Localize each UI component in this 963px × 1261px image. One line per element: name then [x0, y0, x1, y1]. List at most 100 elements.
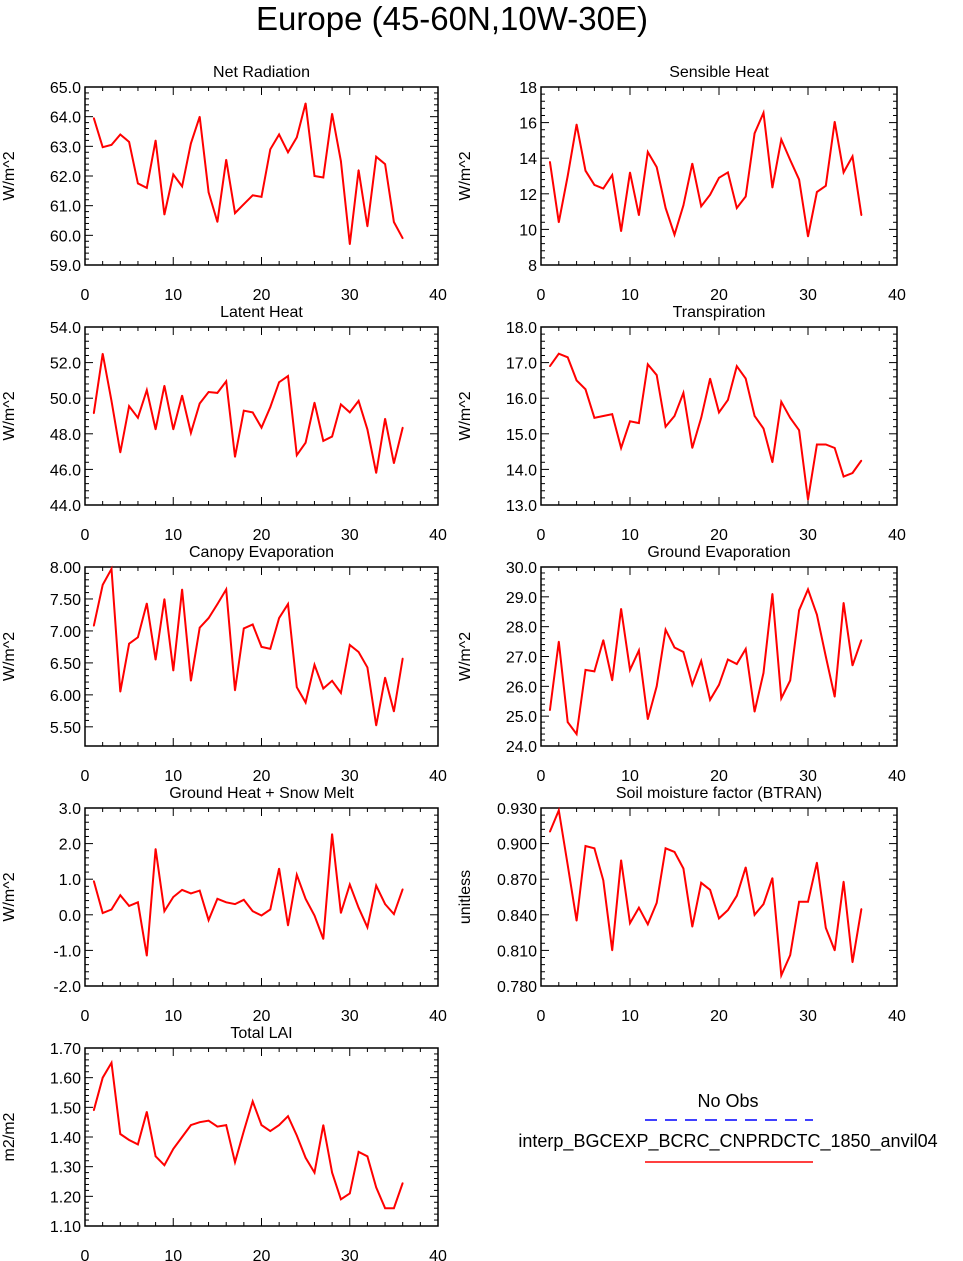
y-tick-label: 0.900: [497, 837, 537, 854]
y-tick-label: 64.0: [50, 110, 81, 127]
data-point: [137, 901, 139, 904]
x-tick-label: 30: [799, 768, 817, 785]
data-point: [780, 697, 783, 700]
x-tick-label: 20: [710, 287, 728, 304]
y-tick-label: 0.810: [497, 943, 537, 960]
panel-1: Net Radiation 59.0 60.0 61.0 62.0 63.0 64.0 65.…: [1, 64, 447, 304]
y-tick-label: 25.0: [506, 709, 537, 726]
data-point: [384, 903, 386, 905]
data-point: [593, 670, 596, 673]
data-point: [163, 598, 166, 600]
data-point: [575, 123, 578, 126]
data-point: [638, 906, 640, 909]
y-tick-label: 8: [528, 258, 537, 275]
y-tick-label: 54.0: [50, 320, 81, 337]
data-point: [744, 195, 747, 198]
data-point: [313, 175, 316, 177]
data-point: [269, 148, 272, 151]
legend: No Obs interp_BGCEXP_BCRC_CNPRDCTC_1850_…: [518, 1091, 938, 1163]
data-point: [682, 204, 685, 207]
y-tick-label: 18.0: [506, 320, 537, 337]
data-point: [816, 443, 818, 446]
data-point: [638, 422, 640, 424]
y-tick-label: 2.0: [59, 837, 81, 854]
y-axis-label: W/m^2: [1, 632, 18, 681]
panel-title: Net Radiation: [213, 64, 310, 81]
y-tick-label: 1.60: [50, 1071, 81, 1088]
y-tick-label: 3.0: [59, 801, 81, 818]
data-point: [718, 684, 720, 686]
data-point: [216, 603, 219, 605]
data-point: [198, 402, 201, 405]
data-point: [260, 646, 263, 648]
data-point: [93, 1109, 95, 1112]
legend-model-label: interp_BGCEXP_BCRC_CNPRDCTC_1850_anvil04: [518, 1131, 937, 1152]
data-point: [709, 699, 711, 701]
data-point: [349, 644, 351, 646]
data-point: [393, 913, 395, 915]
data-point: [190, 1124, 192, 1126]
data-point: [816, 861, 818, 864]
x-tick-label: 30: [341, 527, 359, 544]
data-point: [93, 625, 95, 627]
data-point: [393, 710, 395, 713]
data-point: [709, 889, 711, 891]
x-tick-label: 20: [710, 768, 728, 785]
panel-title: Sensible Heat: [669, 64, 769, 81]
x-tick-label: 40: [429, 287, 447, 304]
data-point: [119, 690, 122, 693]
panels: Net Radiation 59.0 60.0 61.0 62.0 63.0 64.0 65.…: [1, 64, 906, 1261]
panel-title: Soil moisture factor (BTRAN): [616, 785, 822, 802]
data-point: [700, 882, 702, 884]
data-point: [584, 388, 587, 391]
data-point: [198, 889, 201, 892]
series-line: [548, 109, 863, 238]
y-tick-label: 15.0: [506, 427, 537, 444]
y-tick-label: 0.930: [497, 801, 537, 818]
data-point: [549, 365, 551, 368]
data-point: [198, 626, 201, 629]
data-point: [331, 1171, 333, 1174]
data-point: [584, 669, 587, 671]
plot-frame: [540, 566, 898, 747]
data-point: [762, 903, 765, 905]
data-point: [673, 415, 676, 417]
data-point: [340, 1198, 342, 1201]
data-point: [181, 889, 183, 891]
data-point: [234, 1161, 236, 1163]
data-point: [128, 905, 130, 907]
data-point: [172, 173, 175, 176]
data-point: [154, 139, 157, 142]
data-point: [789, 954, 791, 956]
data-point: [313, 1171, 316, 1174]
y-tick-label: 6.00: [50, 688, 81, 705]
data-point: [709, 193, 711, 196]
data-point: [384, 163, 386, 165]
data-point: [780, 974, 783, 977]
data-point: [718, 411, 720, 414]
data-point: [322, 687, 325, 690]
data-point: [93, 880, 95, 882]
data-point: [172, 669, 175, 672]
data-point: [287, 375, 289, 377]
y-axis-label: m2/m2: [1, 1112, 18, 1161]
y-tick-label: 6.50: [50, 656, 81, 673]
data-point: [753, 132, 756, 135]
plot-frame: [540, 86, 898, 266]
data-point: [691, 684, 694, 686]
panel-3: Latent Heat 44.0 46.0 48.0 50.0 52.0 54.0 0 10 20…: [1, 304, 447, 544]
data-point: [181, 394, 183, 397]
data-point: [602, 415, 605, 417]
y-tick-label: 10: [519, 222, 537, 239]
data-point: [744, 377, 747, 380]
panel-7: Ground Heat + Snow Melt -2.0 -1.0 0.0 1.0 2.0…: [1, 785, 447, 1025]
plot-frame: [84, 566, 439, 747]
data-point: [700, 660, 702, 662]
data-point: [593, 417, 596, 419]
data-point: [137, 417, 139, 419]
panel-title: Ground Evaporation: [647, 544, 790, 561]
data-point: [269, 908, 272, 911]
data-point: [620, 230, 622, 232]
x-tick-label: 30: [799, 1008, 817, 1025]
